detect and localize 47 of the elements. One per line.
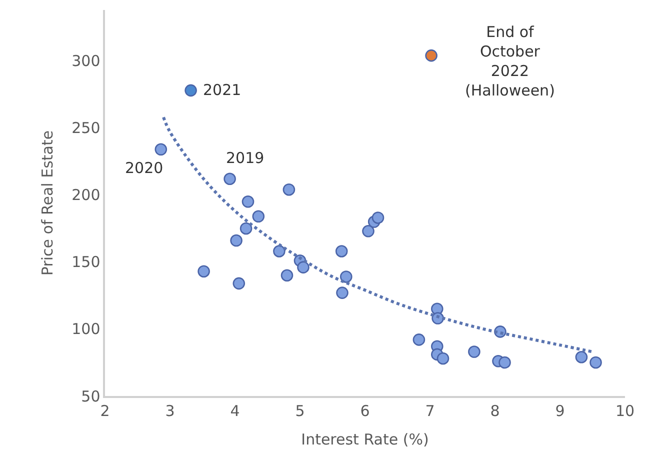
point [436,352,450,365]
point [590,356,602,369]
point [224,172,236,186]
point [362,225,374,238]
point [282,183,296,196]
x-tick-label: 9 [555,402,565,420]
y-tick-label: 100 [72,320,100,338]
point [468,346,480,358]
point [425,49,438,62]
point [335,245,348,258]
x-axis-title: Interest Rate (%) [301,430,429,448]
x-tick-label: 5 [295,402,305,420]
point [412,334,426,346]
annotation: 2020 [125,159,164,177]
y-tick-label: 300 [72,52,100,70]
point [242,196,254,208]
point [280,269,294,282]
x-tick-label: 3 [165,402,175,420]
x-tick-label: 8 [490,402,500,420]
point [154,143,168,156]
x-tick-label: 6 [360,402,370,420]
point [336,286,348,299]
y-tick-label: 150 [72,253,100,272]
point [575,350,588,364]
x-tick-label: 7 [425,402,435,420]
point [252,210,265,223]
point [184,84,197,97]
y-tick-label: 50 [81,387,100,406]
annotation: 2021 [203,81,242,99]
point [240,222,252,235]
point [297,261,310,274]
point [232,277,246,290]
x-tick-label: 10 [615,402,635,420]
point [340,270,352,283]
point [230,234,242,247]
y-tick-label: 200 [72,186,100,204]
y-axis-title: Price of Real Estate [38,130,56,276]
x-tick-label: 4 [230,402,240,420]
annotation: 2019 [226,149,264,167]
annotation: End of October 2022 (Halloween) [465,23,555,100]
point [273,245,286,258]
x-tick-label: 2 [100,402,110,420]
point [498,356,511,369]
line-series [162,116,594,354]
y-tick-label: 250 [72,119,100,138]
point [372,212,384,224]
point [198,265,210,278]
